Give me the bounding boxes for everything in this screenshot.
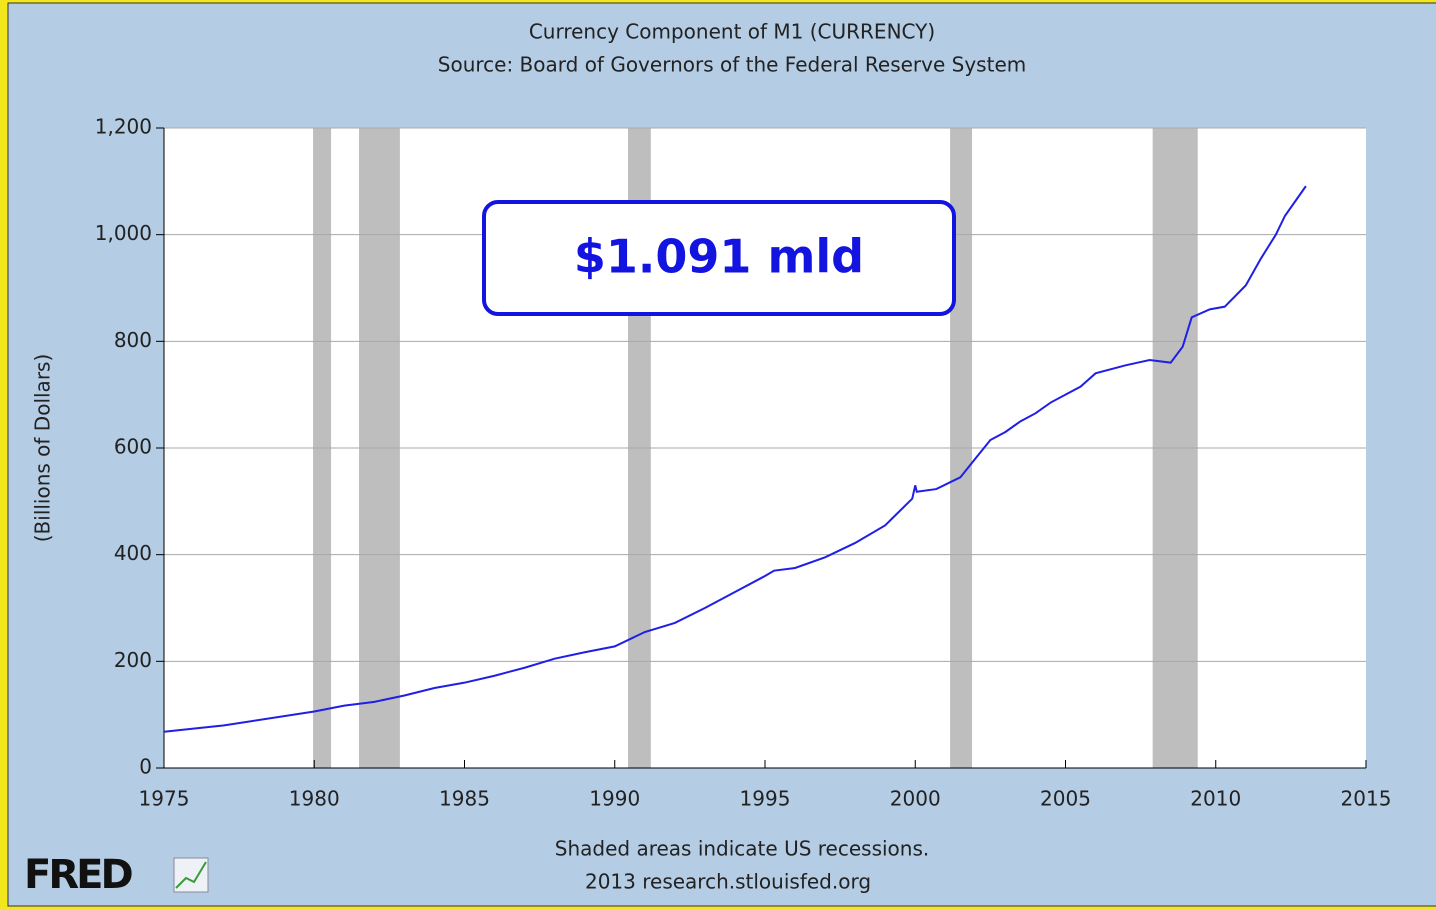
y-axis-label: (Billions of Dollars) bbox=[31, 354, 55, 543]
y-tick-label: 1,000 bbox=[95, 221, 152, 245]
y-tick-label: 800 bbox=[114, 328, 152, 352]
footnote: Shaded areas indicate US recessions. bbox=[555, 837, 929, 861]
x-tick-label: 2000 bbox=[890, 787, 941, 811]
x-tick-label: 1995 bbox=[740, 787, 791, 811]
logo-line bbox=[175, 861, 207, 889]
logo-icon bbox=[173, 857, 209, 893]
y-tick-label: 600 bbox=[114, 435, 152, 459]
y-tick-label: 1,200 bbox=[95, 115, 152, 139]
x-tick-label: 1975 bbox=[139, 787, 190, 811]
x-tick-label: 2015 bbox=[1341, 787, 1392, 811]
y-tick-label: 400 bbox=[114, 541, 152, 565]
annotation: $1.091 mld bbox=[574, 230, 864, 284]
y-tick-label: 200 bbox=[114, 648, 152, 672]
series-line bbox=[163, 185, 1307, 733]
credit: 2013 research.stlouisfed.org bbox=[585, 870, 871, 894]
annotation-box bbox=[482, 200, 956, 316]
logo: FRED bbox=[24, 852, 132, 898]
x-tick-label: 1990 bbox=[589, 787, 640, 811]
chart-title: Currency Component of M1 (CURRENCY) bbox=[529, 20, 935, 44]
x-tick-label: 1985 bbox=[439, 787, 490, 811]
chart-subtitle: Source: Board of Governors of the Federa… bbox=[438, 53, 1026, 77]
x-tick-label: 1980 bbox=[289, 787, 340, 811]
x-tick-label: 2010 bbox=[1190, 787, 1241, 811]
logo-box bbox=[173, 857, 209, 893]
x-tick-label: 2005 bbox=[1040, 787, 1091, 811]
y-tick-label: 0 bbox=[139, 755, 152, 779]
